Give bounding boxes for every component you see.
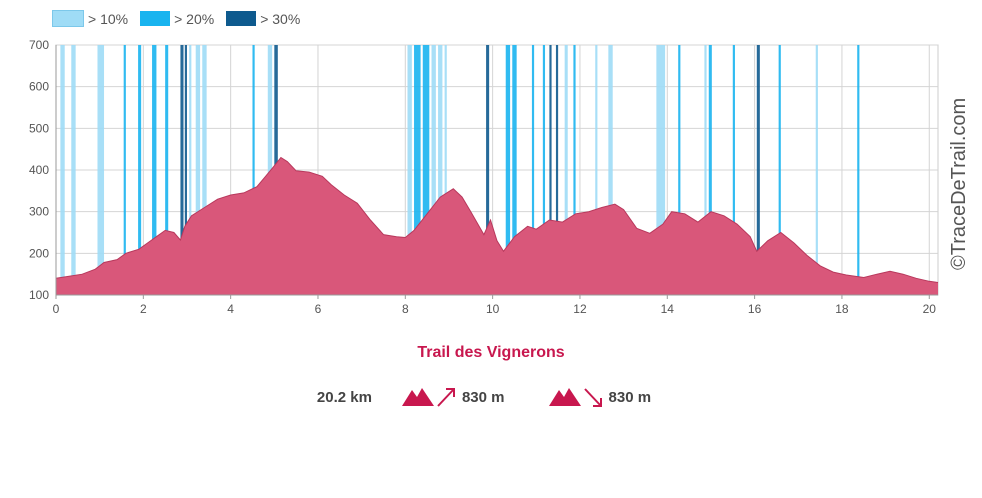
slope-band [608,45,613,295]
slope-band [138,45,142,295]
x-tick-label: 14 [661,302,675,316]
legend-label-10: > 10% [88,10,129,27]
slope-band [184,45,187,295]
legend-item-30: > 30% [226,11,300,27]
ascent-group: 830 m [386,384,505,410]
slope-band [195,45,201,295]
legend-label-20: > 20% [174,10,215,27]
slope-band [595,45,598,295]
descent-value: 830 m [608,388,652,406]
legend-item-10: > 10% [52,10,128,27]
slope-band [97,45,105,295]
x-tick-label: 20 [923,302,937,316]
legend-swatch-10 [52,10,84,27]
slope-band [60,45,65,295]
slope-band [444,45,447,295]
chart-legend: > 10% > 20% > 30% [52,10,306,27]
x-tick-label: 4 [227,302,234,316]
slope-band [202,45,207,295]
trail-stats: 20.2 km 830 m 830 m [0,384,982,410]
ascent-mountain-icon [401,388,455,407]
slope-band [71,45,76,295]
slope-band [189,45,192,295]
y-tick-label: 500 [29,121,49,135]
slope-band [573,45,576,295]
slope-band [555,45,559,295]
arrow-up-right-icon [437,388,455,407]
slope-band [656,45,666,295]
legend-swatch-30 [226,11,257,26]
slope-band [778,45,781,295]
elevation-line [55,156,939,283]
slope-band [678,45,681,295]
slope-band [152,45,157,295]
slope-band [857,45,860,295]
y-tick-label: 300 [29,205,49,219]
elevation-area [56,157,938,295]
slope-band [564,45,568,295]
slope-band [252,45,255,295]
legend-label-30: > 30% [260,10,301,27]
slope-band [531,45,535,295]
slope-band [708,45,712,295]
watermark: ©TraceDeTrail.com [948,98,970,270]
descent-mountain-icon [548,388,602,407]
slope-band [165,45,169,295]
x-tick-label: 18 [835,302,849,316]
slope-band [815,45,818,295]
legend-swatch-20 [140,11,171,26]
elevation-chart: 100 200 300 400 500 600 700 0 2 4 6 8 10 12 14 16 18 20 [29,38,939,316]
slope-band [123,45,126,295]
slope-band [549,45,552,295]
x-tick-label: 16 [748,302,762,316]
slope-band [512,45,517,295]
y-tick-label: 100 [29,288,49,302]
slope-band [267,45,273,295]
slope-band [414,45,421,295]
chart-title: Trail des Vignerons [417,344,565,361]
y-tick-label: 400 [29,163,49,177]
slope-band [431,45,436,295]
ascent-value: 830 m [461,388,505,406]
x-tick-label: 12 [573,302,587,316]
y-tick-label: 700 [29,38,49,52]
descent-group: 830 m [533,384,652,410]
slope-band [438,45,443,295]
slope-band [505,45,511,295]
slope-band [422,45,430,295]
x-tick-label: 0 [53,302,60,316]
slope-band [180,45,184,295]
slope-band [542,45,546,295]
distance-value: 20.2 km [316,388,372,406]
slope-band [704,45,707,295]
x-tick-label: 2 [140,302,147,316]
arrow-down-right-icon [583,388,602,407]
legend-item-20: > 20% [140,11,214,27]
y-tick-label: 600 [29,80,49,94]
slope-band [486,45,490,295]
slope-band [407,45,412,295]
x-tick-label: 6 [315,302,322,316]
slope-band [756,45,760,295]
y-tick-label: 200 [29,246,49,260]
slope-band [732,45,735,295]
watermark-text: ©TraceDeTrail.com [948,98,970,270]
x-tick-label: 10 [486,302,500,316]
x-tick-label: 8 [402,302,409,316]
